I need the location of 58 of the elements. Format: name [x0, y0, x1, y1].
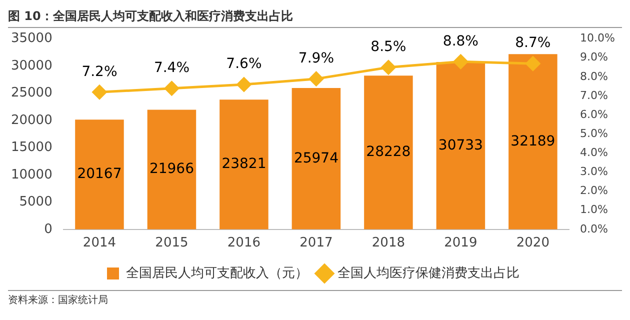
x-tick-label: 2016 [227, 236, 261, 251]
data-label: 32189 [510, 133, 556, 150]
y2-tick-label: 7.0% [580, 88, 608, 102]
x-tick-label: 2017 [300, 236, 333, 251]
y-tick-label: 30000 [10, 58, 52, 74]
y-tick-label: 10000 [10, 167, 52, 182]
data-label: 21966 [149, 161, 194, 178]
bar [364, 76, 413, 230]
data-label: 7.9% [298, 50, 334, 66]
y-tick-label: 25000 [10, 86, 52, 101]
data-label: 8.5% [370, 39, 406, 56]
point [381, 60, 396, 75]
y2-tick-label: 10.0% [580, 32, 616, 45]
data-label: 7.6% [226, 56, 262, 72]
bar [220, 100, 268, 230]
y2-tick-label: 0.0% [580, 222, 608, 236]
bar [147, 110, 196, 230]
point [236, 77, 252, 92]
y2-tick-label: 2.0% [580, 184, 608, 198]
point [453, 54, 468, 69]
y2-tick-label: 6.0% [580, 108, 608, 121]
y-tick-label: 15000 [10, 140, 52, 156]
y-tick-label: 35000 [10, 31, 52, 46]
x-tick-label: 2015 [155, 236, 188, 251]
point [308, 72, 324, 86]
x-tick-label: 2018 [372, 236, 405, 251]
legend-label: 全国人均医疗保健消费支出占比 [338, 266, 520, 281]
y2-tick-label: 5.0% [580, 126, 608, 140]
bar [75, 120, 124, 230]
x-tick-label: 2020 [516, 236, 550, 251]
point [526, 56, 540, 71]
data-label: 7.2% [82, 64, 118, 80]
data-label: 25974 [294, 150, 339, 166]
data-label: 7.4% [154, 60, 190, 76]
point [164, 81, 179, 96]
bar [508, 54, 558, 230]
y-tick-label: 20000 [10, 112, 52, 128]
y2-tick-label: 9.0% [580, 50, 608, 64]
chart-title: 图 10：全国居民人均可支配收入和医疗消费支出占比 [8, 8, 622, 28]
x-tick-label: 2019 [444, 236, 478, 251]
data-label: 30733 [438, 137, 483, 154]
data-label: 8.8% [442, 33, 478, 50]
point [92, 84, 107, 100]
y-tick-label: 5000 [19, 194, 52, 210]
text: 资料来源：国家统计局 [8, 290, 622, 307]
y2-tick-label: 4.0% [580, 146, 608, 160]
bar [292, 88, 341, 230]
data-label: 20167 [77, 166, 122, 182]
y2-tick-label: 8.0% [580, 70, 608, 83]
x-tick-label: 2014 [82, 236, 116, 251]
y-tick-label: 0 [44, 222, 52, 237]
y2-tick-label: 3.0% [580, 165, 608, 178]
legend-label: 全国居民人均可支配收入（元） [126, 266, 308, 281]
data-label: 28228 [366, 144, 411, 160]
data-label: 8.7% [515, 35, 551, 52]
data-label: 23821 [222, 156, 266, 172]
y2-tick-label: 1.0% [580, 203, 608, 216]
bar [436, 62, 486, 230]
